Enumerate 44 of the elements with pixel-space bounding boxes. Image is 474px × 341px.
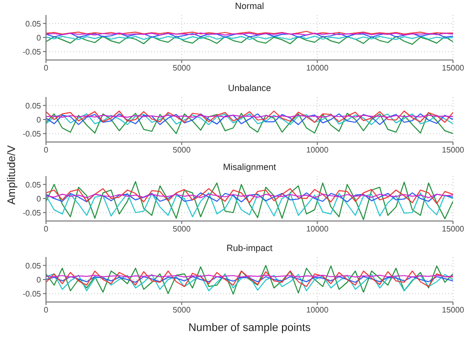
x-tick-label: 5000 (172, 64, 192, 73)
chart-title: Unbalance (226, 83, 272, 93)
x-tick-label: 15000 (442, 224, 465, 234)
line-series (46, 188, 453, 204)
y-tick-label: -0.05 (22, 47, 42, 56)
chart-title: Misalignment (222, 162, 278, 172)
y-tick-label: -0.05 (22, 208, 42, 218)
x-tick-label: 15000 (442, 146, 465, 155)
line-series (46, 192, 453, 218)
x-tick-label: 10000 (306, 64, 330, 73)
y-tick-label: 0 (36, 275, 42, 284)
x-tick-label: 5000 (172, 306, 192, 315)
line-series (46, 264, 453, 295)
x-tick-label: 10000 (306, 306, 330, 315)
line-series (46, 270, 453, 288)
y-tick-label: 0.05 (25, 101, 42, 110)
y-tick-label: 0 (36, 33, 42, 42)
y-tick-label: 0.05 (25, 180, 42, 190)
x-tick-label: 0 (44, 64, 49, 73)
x-tick-label: 0 (44, 224, 49, 234)
x-axis-title: Number of sample points (187, 322, 312, 334)
chart-title: Normal (234, 1, 265, 11)
y-tick-label: -0.05 (22, 129, 42, 138)
chart-title: Rub-impact (225, 243, 274, 253)
y-axis-title: Amplitude/V (5, 144, 19, 207)
line-series (46, 192, 453, 202)
y-tick-label: 0 (36, 194, 42, 204)
x-tick-label: 5000 (172, 146, 192, 155)
line-series (46, 113, 453, 126)
y-tick-label: -0.05 (22, 289, 42, 298)
line-series (46, 36, 453, 45)
y-tick-label: 0.05 (25, 261, 42, 270)
x-tick-label: 0 (44, 146, 49, 155)
x-tick-label: 0 (44, 306, 49, 315)
y-tick-label: 0.05 (25, 19, 42, 28)
x-tick-label: 15000 (442, 64, 465, 73)
y-tick-label: 0 (36, 115, 42, 124)
line-series (46, 273, 453, 292)
x-tick-label: 10000 (306, 146, 330, 155)
x-tick-label: 15000 (442, 306, 465, 315)
x-tick-label: 5000 (172, 224, 192, 234)
x-tick-label: 10000 (306, 224, 330, 234)
line-series (46, 112, 453, 134)
line-series (46, 110, 453, 123)
